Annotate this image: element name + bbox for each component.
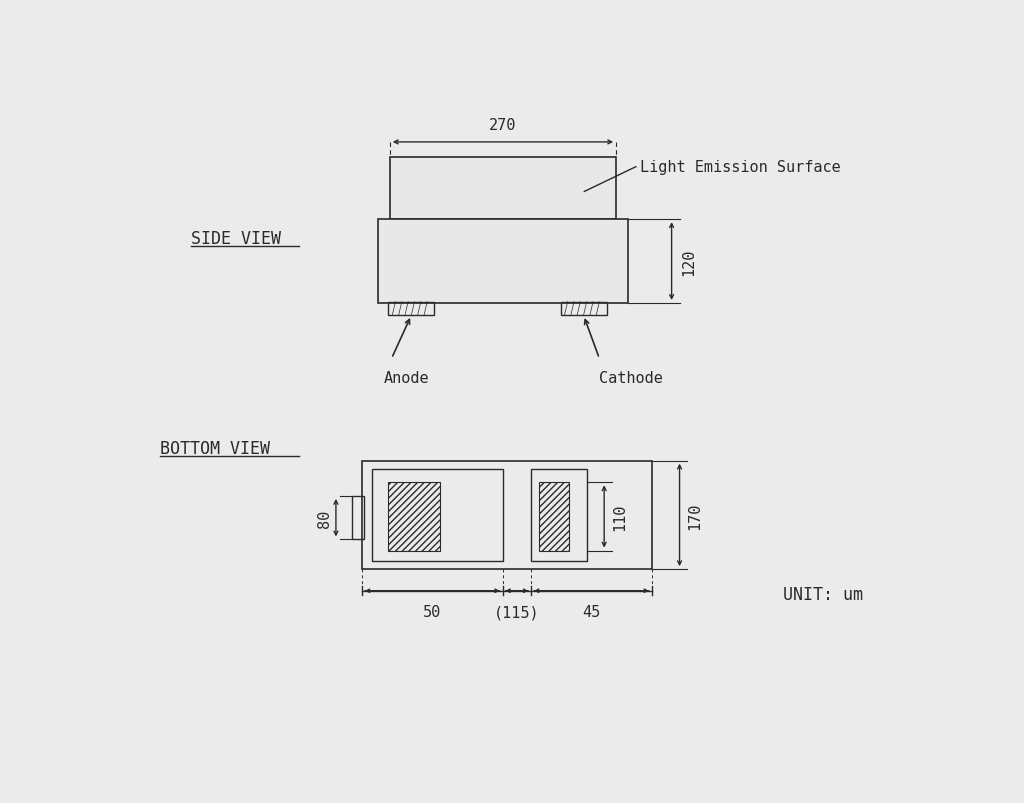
Text: Light Emission Surface: Light Emission Surface <box>640 160 841 175</box>
Bar <box>378 220 628 304</box>
Text: SIDE VIEW: SIDE VIEW <box>191 230 282 247</box>
Text: 50: 50 <box>423 605 441 620</box>
Bar <box>560 302 606 316</box>
Text: Anode: Anode <box>384 370 429 385</box>
Text: 270: 270 <box>489 118 517 132</box>
Text: BOTTOM VIEW: BOTTOM VIEW <box>160 440 269 458</box>
Text: Cathode: Cathode <box>599 370 664 385</box>
Text: 110: 110 <box>612 503 627 531</box>
Text: 80: 80 <box>317 509 332 527</box>
Bar <box>539 483 569 551</box>
Bar <box>372 470 503 561</box>
Bar <box>388 483 440 551</box>
Bar <box>390 158 616 220</box>
Bar <box>352 496 364 540</box>
Text: 45: 45 <box>583 605 601 620</box>
Bar <box>388 302 434 316</box>
Text: (115): (115) <box>494 605 540 620</box>
Bar <box>362 461 651 569</box>
Text: 170: 170 <box>687 502 702 529</box>
Bar <box>531 470 587 561</box>
Text: 120: 120 <box>681 248 696 275</box>
Text: UNIT: um: UNIT: um <box>782 585 862 603</box>
